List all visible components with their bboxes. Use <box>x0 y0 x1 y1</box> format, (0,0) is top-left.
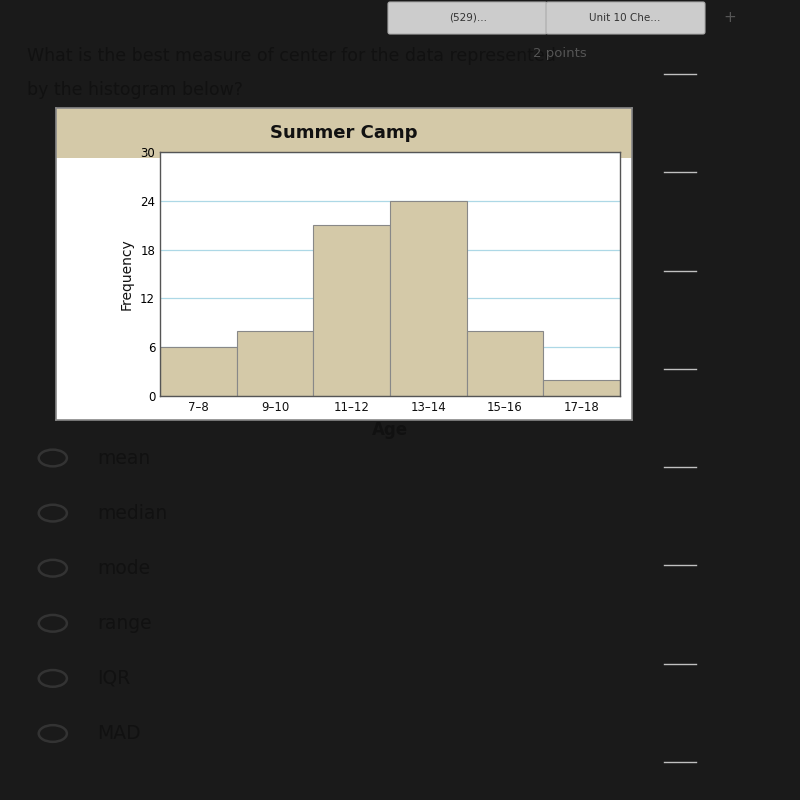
Text: Unit 10 Che...: Unit 10 Che... <box>590 13 661 23</box>
Text: mean: mean <box>98 449 151 467</box>
Text: +: + <box>724 10 736 26</box>
FancyBboxPatch shape <box>388 2 547 34</box>
Text: IQR: IQR <box>98 669 131 688</box>
Bar <box>390 201 466 396</box>
Text: What is the best measure of center for the data represented: What is the best measure of center for t… <box>27 46 556 65</box>
Bar <box>56 108 632 158</box>
FancyBboxPatch shape <box>546 2 705 34</box>
Bar <box>237 331 314 396</box>
Text: median: median <box>98 504 168 522</box>
Text: by the histogram below?: by the histogram below? <box>27 81 243 98</box>
Text: (529)...: (529)... <box>449 13 487 23</box>
Text: mode: mode <box>98 558 150 578</box>
Text: Summer Camp: Summer Camp <box>270 124 418 142</box>
Text: 2 points: 2 points <box>533 46 586 60</box>
Bar <box>314 226 390 396</box>
X-axis label: Age: Age <box>372 421 408 439</box>
Bar <box>543 380 620 396</box>
Text: MAD: MAD <box>98 724 142 743</box>
Y-axis label: Frequency: Frequency <box>119 238 133 310</box>
Bar <box>160 347 237 396</box>
Text: range: range <box>98 614 152 633</box>
Bar <box>466 331 543 396</box>
